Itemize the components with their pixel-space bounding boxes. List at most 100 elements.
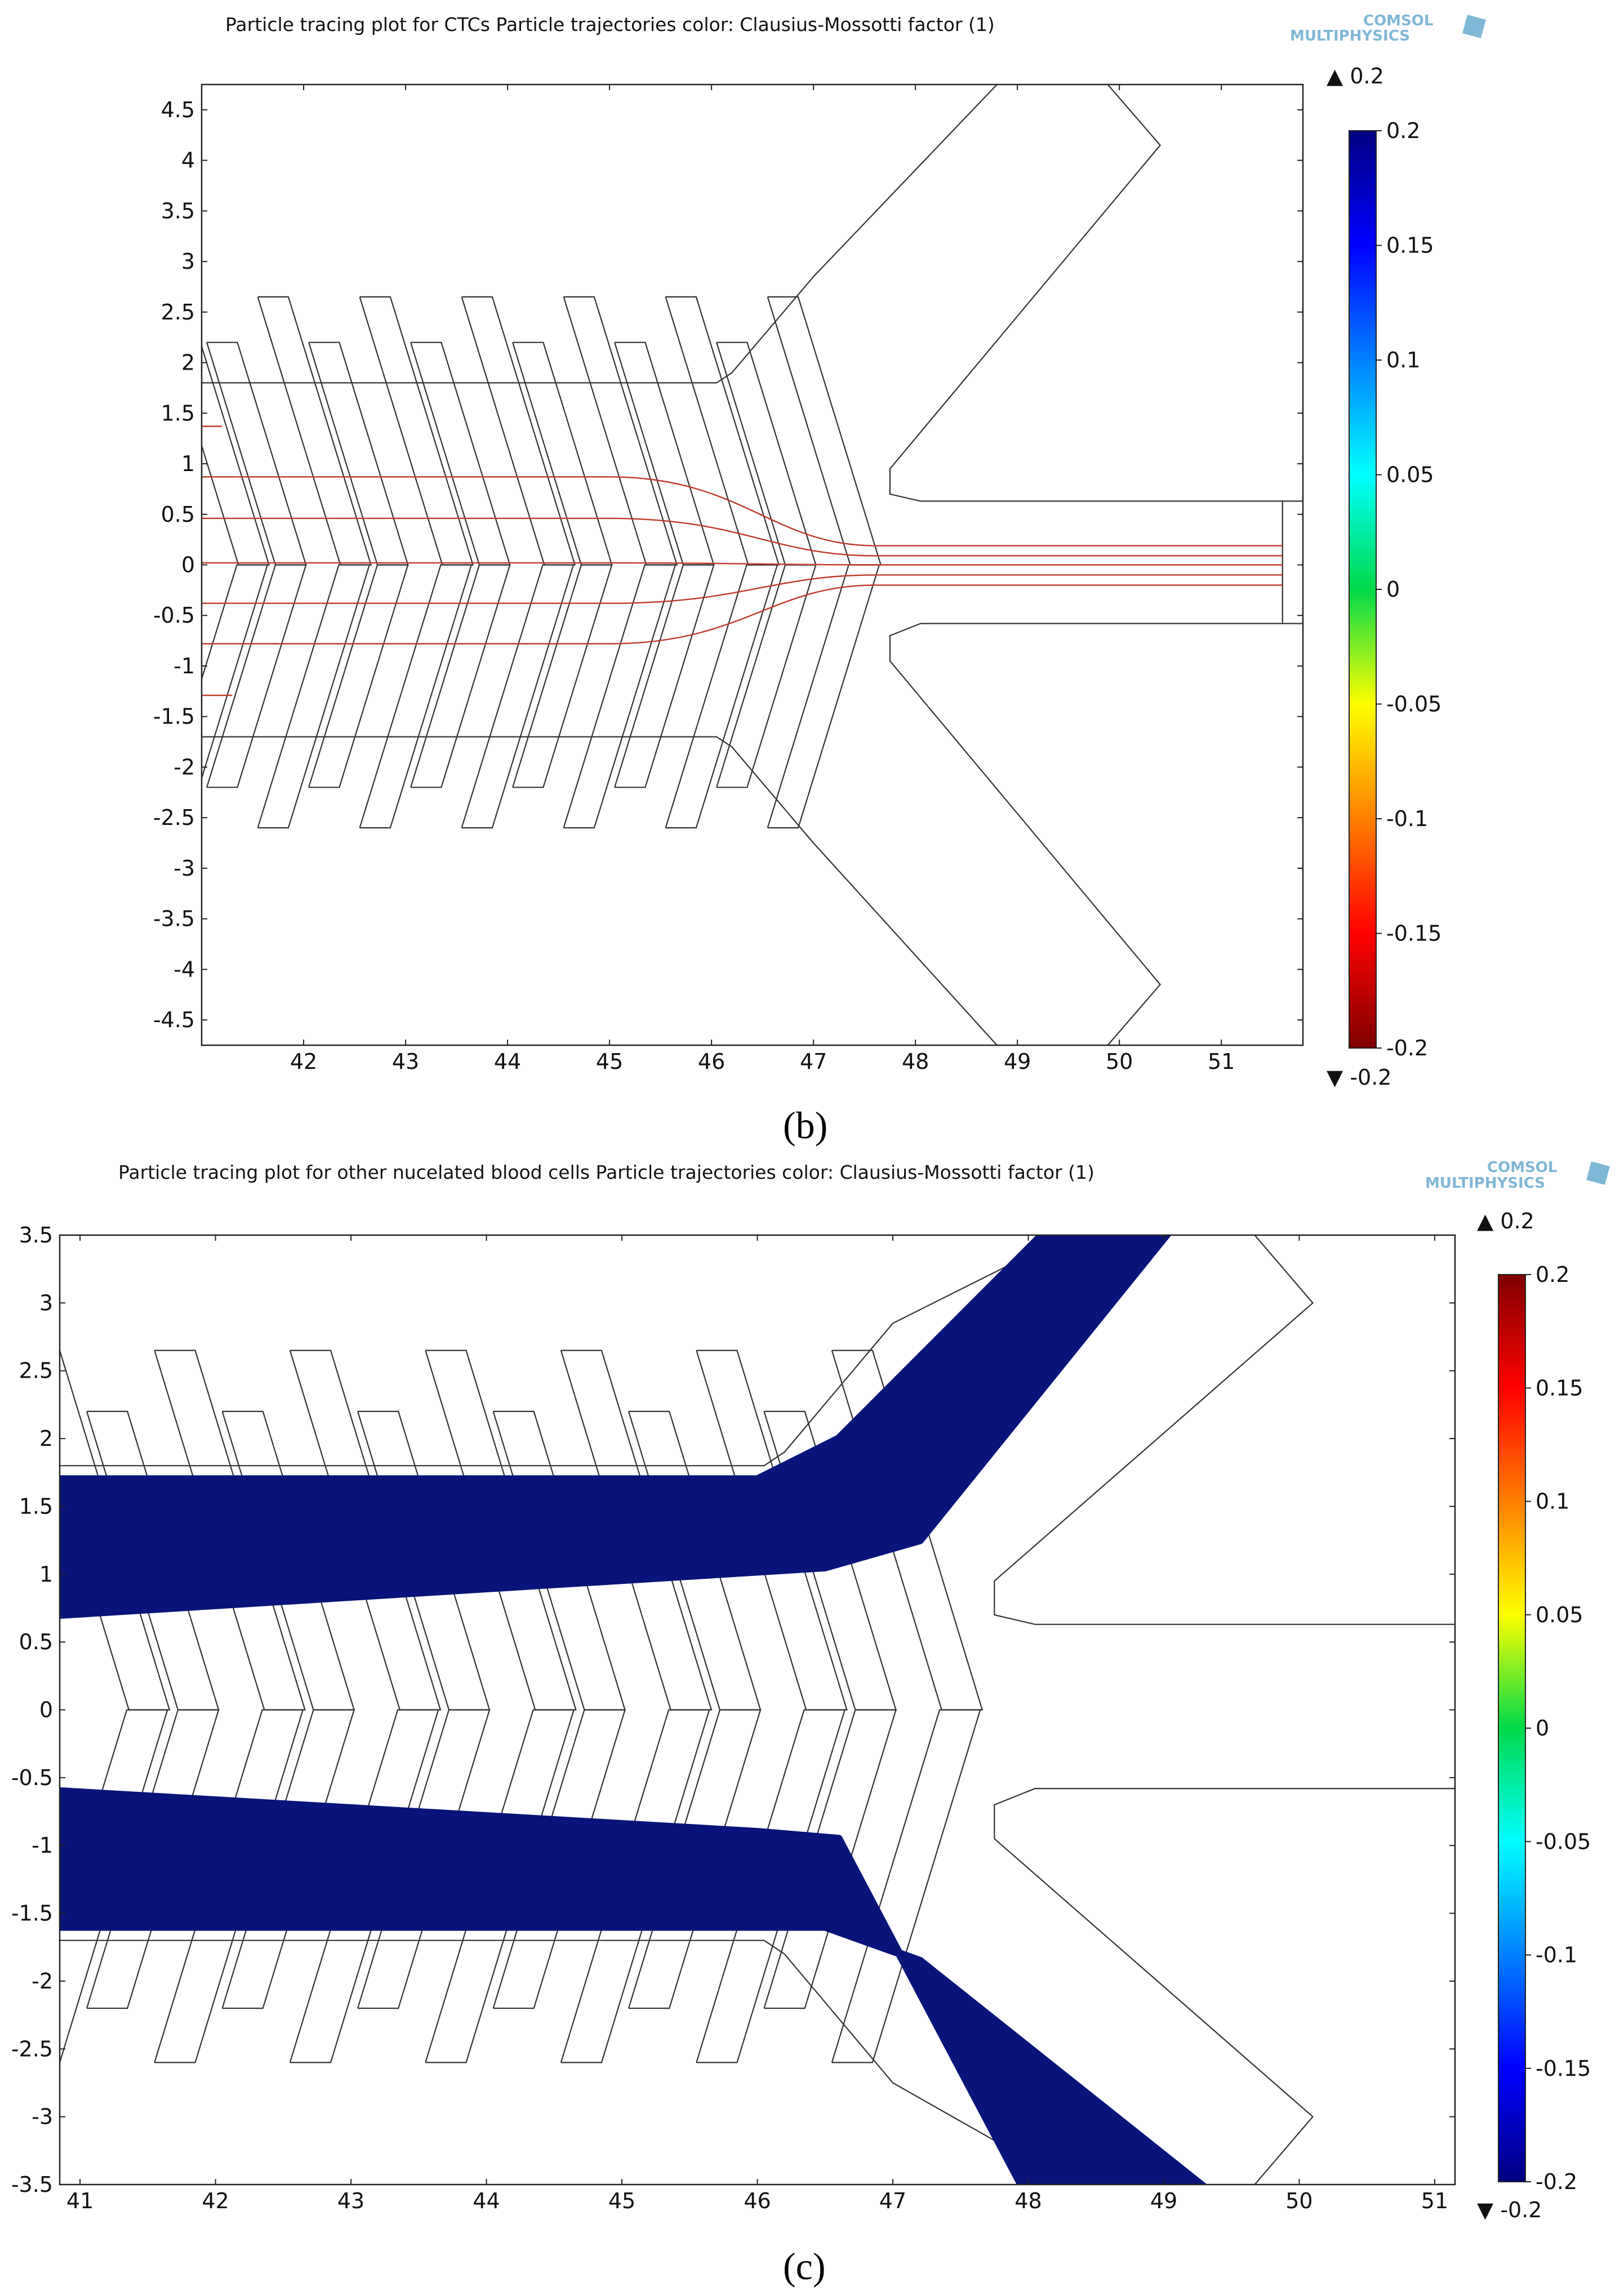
colorbar-tick-label: 0.05: [1386, 463, 1434, 487]
y-tick-label: 1: [181, 451, 195, 476]
panel-b-caption: (b): [783, 1104, 827, 1147]
y-tick-label: 3: [39, 1290, 53, 1315]
y-tick-label: -1: [32, 1833, 53, 1858]
electrode-upper: [461, 296, 576, 566]
electrode-upper: [359, 296, 474, 566]
colorbar-tick-label: 0.15: [1536, 1375, 1583, 1400]
electrode-lower: [257, 564, 371, 829]
electrode-lower: [614, 564, 715, 788]
electrode-upper: [831, 1350, 984, 1711]
electrode-upper: [410, 341, 511, 566]
electrode-upper: [560, 1350, 713, 1711]
y-tick-label: 2.5: [161, 300, 195, 325]
trajectory-line: [202, 562, 1283, 566]
colorbar: ▲ 0.2 0.20.150.10.050-0.05-0.1-0.15-0.2 …: [1477, 1209, 1591, 2222]
y-tick-label: 1.5: [19, 1494, 53, 1519]
y-tick-label: -3.5: [11, 2172, 53, 2197]
electrode-upper: [614, 341, 715, 566]
channel-geometry: [60, 1235, 1455, 2185]
electrode-lower: [716, 564, 817, 788]
panel-c-caption: (c): [783, 2245, 825, 2288]
colorbar-tick-label: -0.1: [1386, 806, 1428, 831]
x-tick-label: 50: [1285, 2189, 1312, 2213]
x-tick-label: 48: [1015, 2189, 1042, 2213]
colorbar-tick-label: -0.15: [1386, 921, 1441, 946]
colorbar-tick-label: -0.15: [1536, 2056, 1591, 2081]
electrode-lower: [206, 564, 307, 788]
y-tick-label: 0: [39, 1698, 53, 1723]
trajectory-line: [202, 476, 1283, 547]
electrode-lower: [202, 564, 269, 780]
channel-wall-upper: [60, 1235, 1071, 1467]
electrode-lower: [665, 564, 778, 829]
colorbar-tick-label: -0.2: [1386, 1036, 1428, 1060]
x-tick-label: 49: [1150, 2189, 1177, 2213]
electrode-lower: [512, 564, 613, 788]
trajectory-band-upper: [60, 1235, 1172, 1619]
plot-area: 42 43 44 45 46 47 48 49 50 51 4.5 4 3.5 3 2.5 2 1.5 1 0.5…: [153, 83, 1304, 1074]
electrode-lower: [461, 564, 575, 829]
trajectory-band-lower: [60, 1787, 1208, 2185]
x-tick-label: 46: [744, 2189, 771, 2213]
x-tick-label: 46: [698, 1049, 725, 1074]
y-tick-label: 0.5: [161, 502, 195, 527]
colorbar-tick-label: 0.1: [1536, 1489, 1569, 1514]
y-tick-label: 3.5: [161, 198, 195, 223]
electrode-upper: [563, 296, 678, 566]
y-tick-label: -3.5: [153, 907, 195, 931]
colorbar-tick-label: 0.15: [1386, 233, 1434, 258]
x-tick-label: 51: [1208, 1049, 1235, 1074]
y-axis: 4.5 4 3.5 3 2.5 2 1.5 1 0.5 0 -0.5 -1 -1.5 -2 -2.5 -3 -3…: [153, 97, 1303, 1032]
y-tick-label: -3: [32, 2105, 53, 2129]
electrode-upper: [202, 344, 270, 566]
x-tick-label: 48: [902, 1049, 929, 1074]
colorbar-tick-label: 0.2: [1386, 118, 1420, 143]
x-tick-label: 50: [1106, 1049, 1133, 1074]
colorbar-tick-label: -0.1: [1536, 1943, 1577, 1968]
x-tick-label: 44: [494, 1049, 521, 1074]
channel-wall-lower: [60, 1939, 1074, 2185]
electrode-upper: [696, 1350, 848, 1711]
colorbar-gradient: [1498, 1274, 1526, 2182]
electrode-upper: [308, 341, 409, 566]
channel-wall-upper: [202, 85, 998, 384]
outlet-wall-upper: [994, 1235, 1455, 1625]
comsol-logo: COMSOL MULTIPHYSICS: [1425, 1159, 1610, 1192]
colorbar-min-marker: ▼ -0.2: [1327, 1065, 1391, 1090]
electrode-upper: [257, 296, 372, 566]
y-tick-label: -0.5: [11, 1765, 53, 1790]
y-tick-label: 2.5: [19, 1359, 53, 1383]
colorbar-tick-label: 0: [1536, 1716, 1549, 1741]
y-tick-label: 0: [181, 553, 195, 578]
colorbar-min-marker: ▼ -0.2: [1477, 2198, 1542, 2222]
electrode-lower: [628, 1709, 762, 2009]
electrode-lower: [410, 564, 511, 788]
colorbar-tick-label: 0.2: [1536, 1262, 1569, 1287]
logo-line-1: COMSOL: [1363, 12, 1433, 29]
electrode-lower: [831, 1709, 981, 2063]
colorbar-gradient: [1349, 130, 1377, 1049]
electrode-lower: [563, 564, 677, 829]
electrode-lower: [763, 1709, 897, 2009]
electrode-upper: [512, 341, 613, 566]
trajectory-line: [202, 517, 1283, 557]
y-tick-label: 4: [181, 148, 195, 173]
outlet-wall-upper: [889, 85, 1303, 502]
colorbar-max-marker: ▲ 0.2: [1477, 1209, 1534, 1233]
colorbar-tick-label: 0.1: [1386, 348, 1420, 372]
y-tick-label: -1.5: [153, 704, 195, 729]
logo-line-1: COMSOL: [1487, 1159, 1557, 1176]
y-tick-label: -3: [173, 856, 195, 881]
colorbar-tick-label: -0.05: [1536, 1829, 1591, 1854]
y-tick-label: 0.5: [19, 1630, 53, 1654]
colorbar-ticks: 0.2 0.15 0.1 0.05 0 -0.05 -0.1 -0.15 -0.2: [1376, 118, 1441, 1060]
x-axis: 41 42 43 44 45 46 47 48 49 50 51: [66, 1235, 1448, 2213]
y-tick-label: 1: [39, 1562, 53, 1587]
y-tick-label: -1: [173, 654, 195, 678]
y-tick-label: 3.5: [19, 1223, 53, 1248]
electrode-lower: [359, 564, 473, 829]
electrode-lower: [767, 564, 880, 829]
colorbar-max-marker: ▲ 0.2: [1327, 64, 1384, 88]
x-tick-label: 45: [608, 2189, 635, 2213]
colorbar-tick-label: -0.2: [1536, 2169, 1577, 2194]
